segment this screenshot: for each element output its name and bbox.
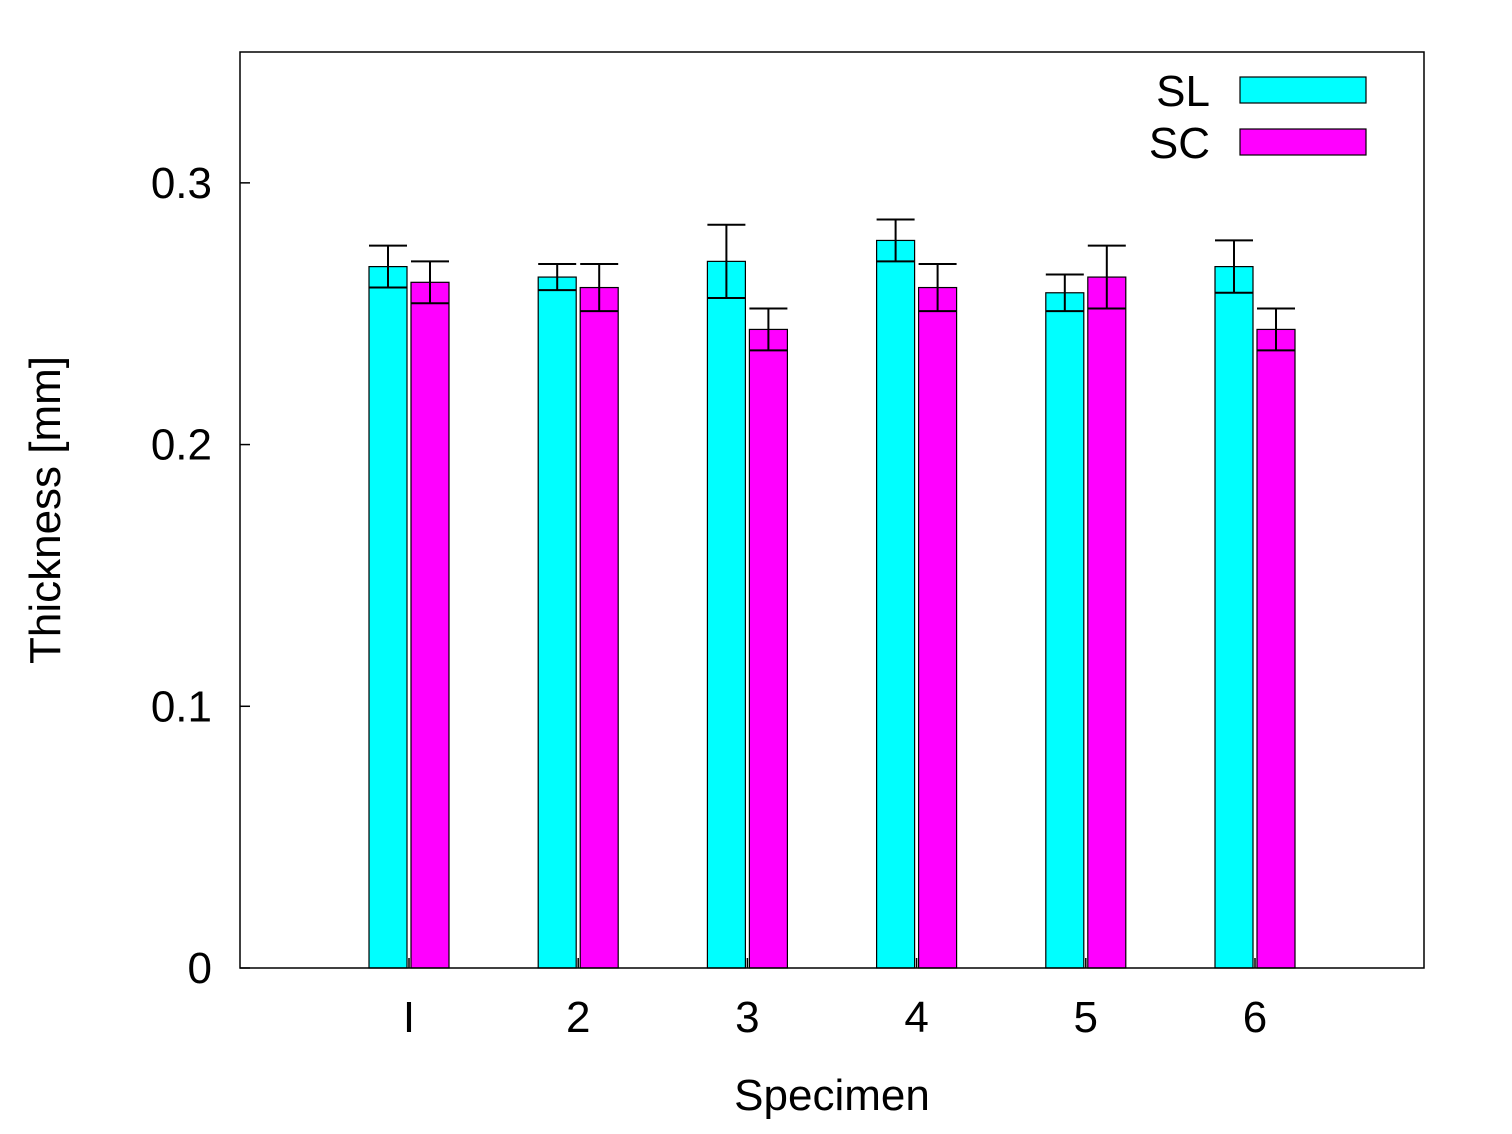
bar-sc-3 <box>748 328 789 969</box>
errorbars-layer <box>369 218 1295 352</box>
plot-frame <box>239 51 1425 969</box>
x-tick-label-4: 4 <box>904 993 928 1042</box>
bar-sl-1 <box>368 266 408 969</box>
legend-swatch-sc <box>1239 128 1367 156</box>
bar-sl-3 <box>706 260 747 969</box>
bar-sc-1 <box>410 281 450 969</box>
y-tick-label-3: 0.3 <box>151 159 212 208</box>
x-tick-label-5: 5 <box>1074 993 1098 1042</box>
y-tick-label-1: 0.1 <box>151 682 212 731</box>
bar-sc-2 <box>579 286 619 969</box>
x-tick-label-3: 3 <box>735 993 759 1042</box>
bar-sc-6 <box>1256 328 1296 969</box>
legend-label-sc: SC <box>1149 119 1210 168</box>
x-tick-label-2: 2 <box>566 993 590 1042</box>
y-axis-label: Thickness [mm] <box>21 356 70 664</box>
legend-label-sl: SL <box>1156 67 1210 116</box>
bar-sl-4 <box>875 239 916 969</box>
bar-sl-2 <box>537 276 577 969</box>
ticks-layer: I 2 3 4 5 6 0 0.1 0.2 0.3 <box>151 159 1267 1042</box>
bar-sl-5 <box>1045 292 1085 969</box>
bar-sl-6 <box>1214 266 1254 969</box>
bars-layer <box>368 239 1296 969</box>
x-tick-label-6: 6 <box>1243 993 1267 1042</box>
y-tick-label-0: 0 <box>188 944 212 993</box>
bar-sc-5 <box>1087 276 1127 969</box>
x-axis-label: Specimen <box>734 1071 930 1120</box>
x-tick-label-1: I <box>403 993 415 1042</box>
bar-sc-4 <box>917 286 958 969</box>
y-tick-label-2: 0.2 <box>151 421 212 470</box>
legend-swatch-sl <box>1239 76 1367 104</box>
